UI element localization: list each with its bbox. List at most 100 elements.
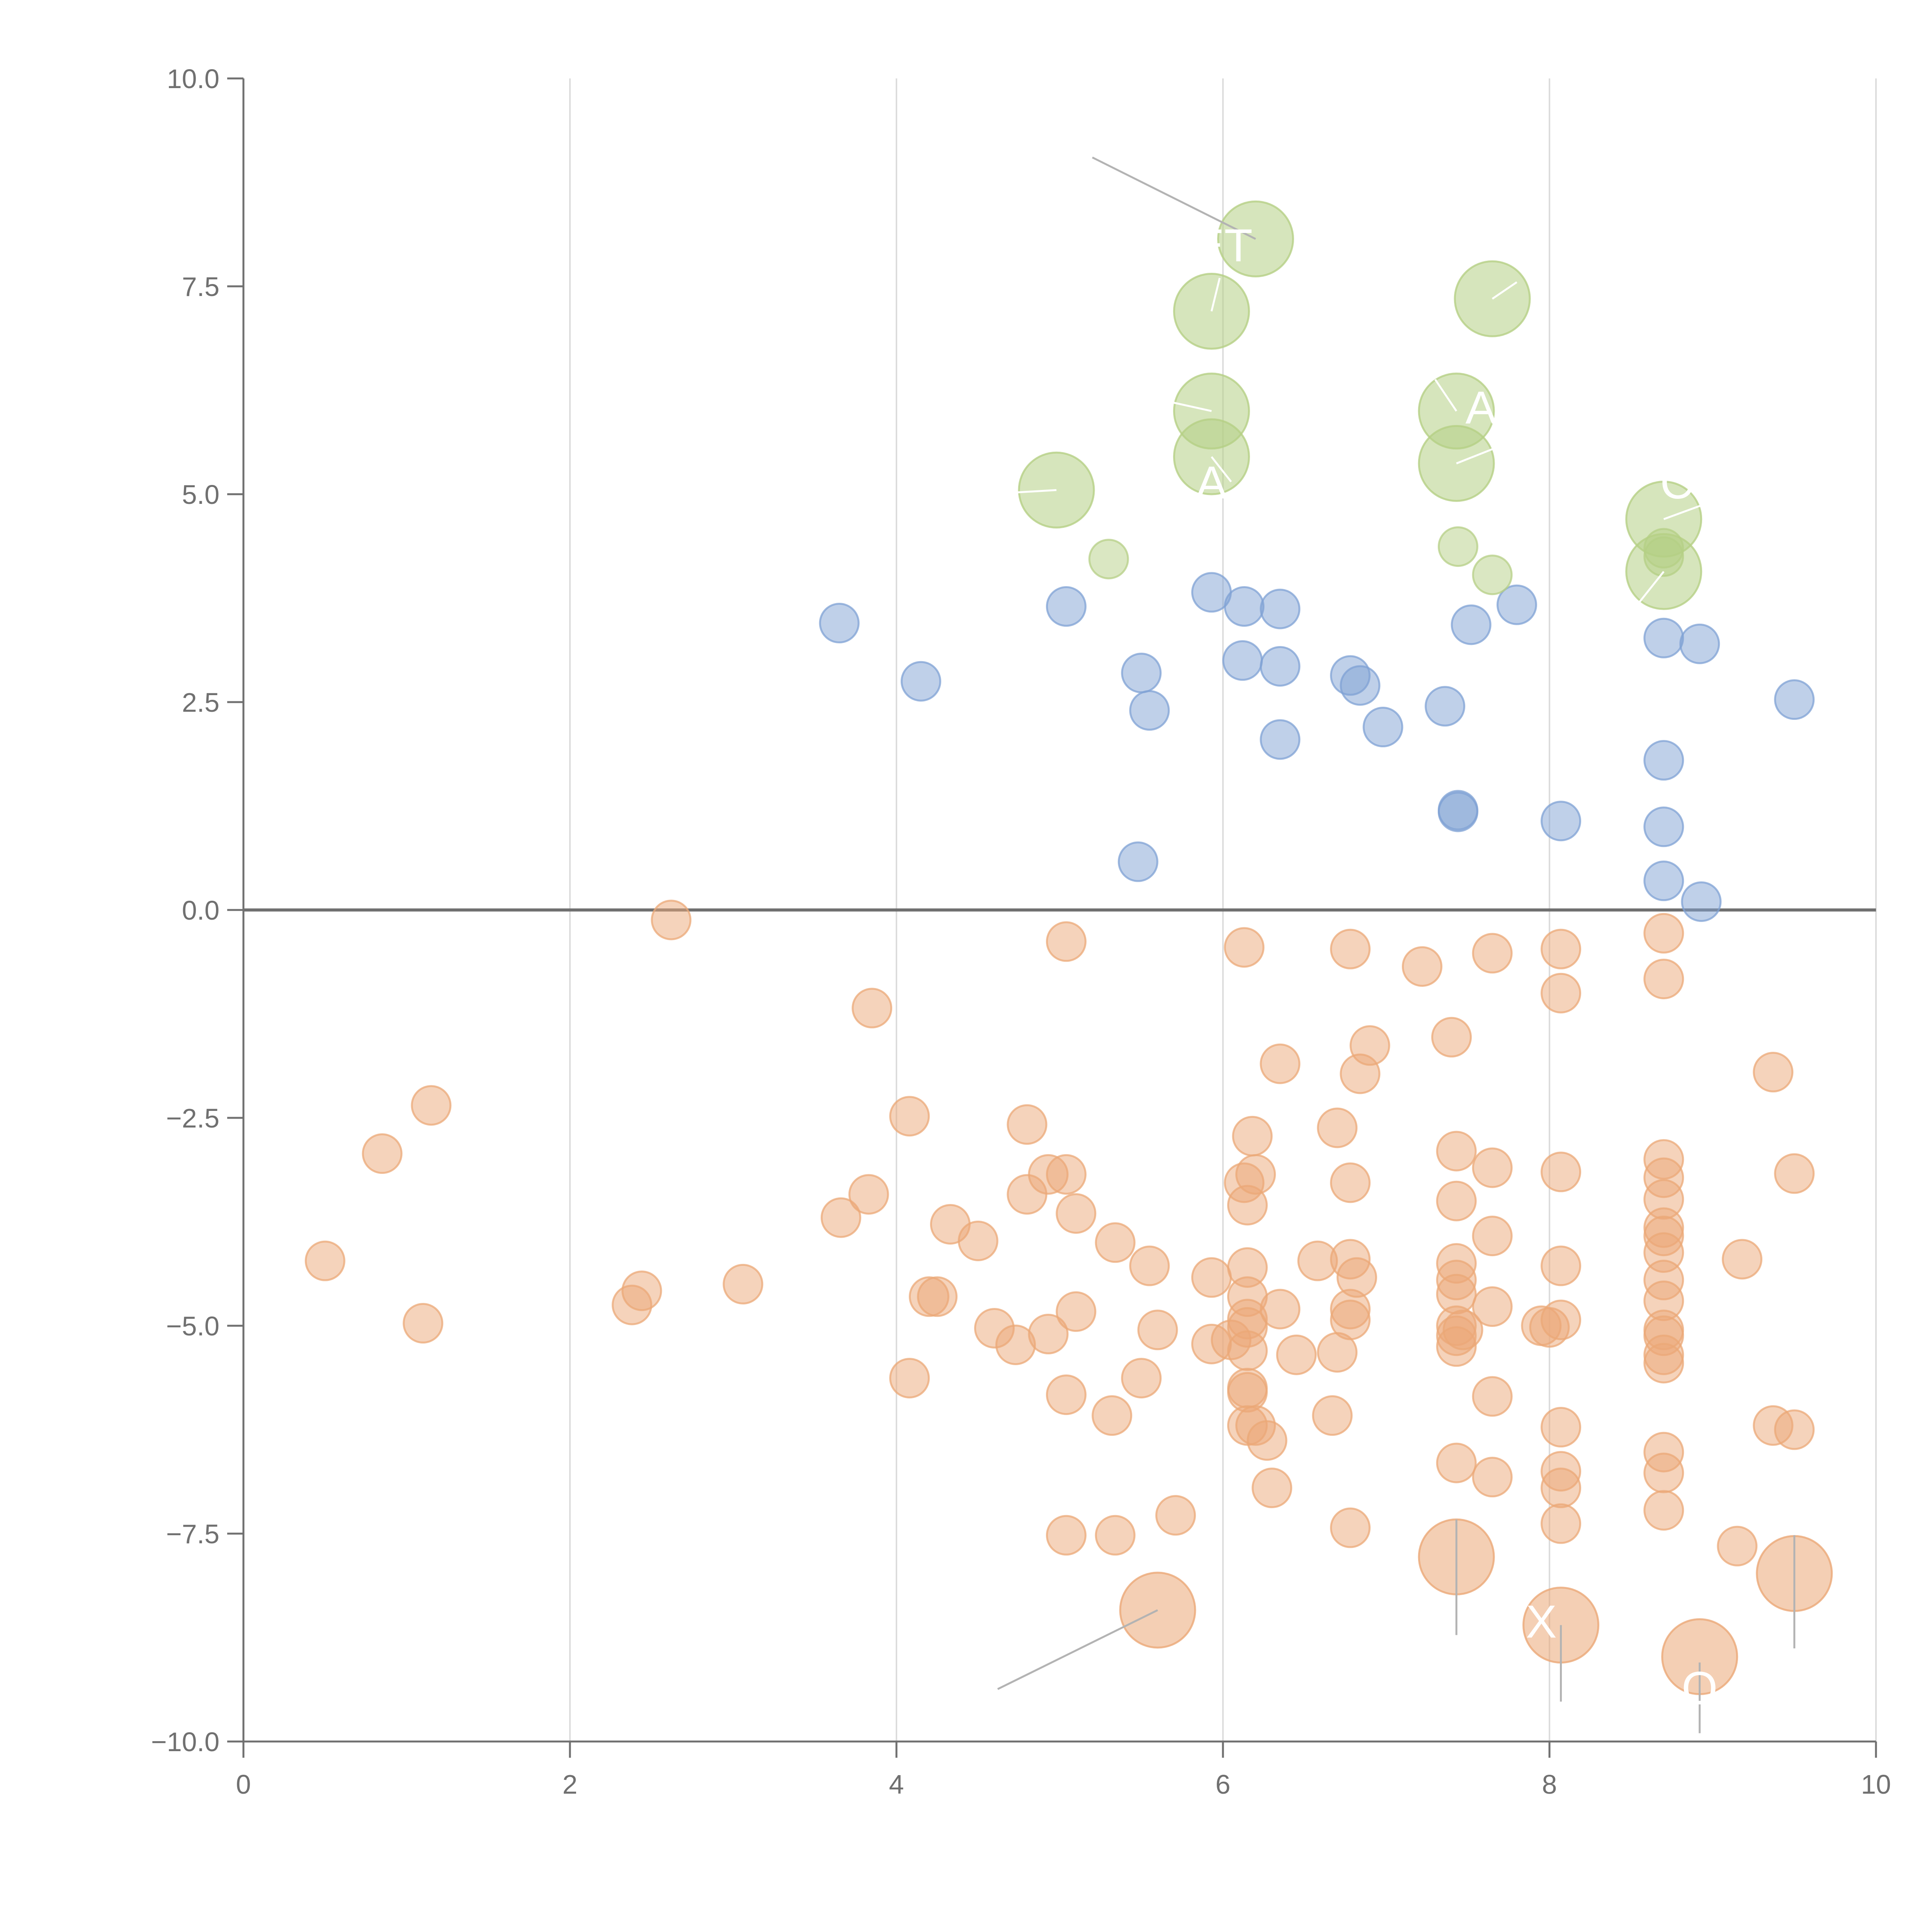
point-highlight-small bbox=[1088, 539, 1129, 580]
point-negative bbox=[1276, 1334, 1317, 1375]
y-tick-label: 0.0 bbox=[182, 895, 219, 925]
annotation-label: C bbox=[1660, 457, 1694, 509]
data-points bbox=[304, 200, 1833, 1695]
point-positive bbox=[1681, 881, 1722, 922]
point-positive bbox=[900, 661, 941, 702]
point-negative bbox=[403, 1303, 444, 1344]
point-negative bbox=[1774, 1153, 1815, 1194]
point-positive bbox=[1340, 665, 1381, 706]
point-negative bbox=[362, 1133, 403, 1174]
y-tick-label: −7.5 bbox=[166, 1519, 219, 1549]
point-negative bbox=[1235, 1154, 1276, 1195]
point-negative bbox=[1436, 1180, 1477, 1221]
y-tick-label: 7.5 bbox=[182, 272, 219, 302]
point-negative bbox=[1330, 1507, 1371, 1548]
point-negative bbox=[411, 1085, 452, 1126]
leader-line bbox=[986, 489, 1057, 495]
point-negative bbox=[1349, 1025, 1390, 1066]
point-negative bbox=[1129, 1245, 1170, 1286]
point-negative bbox=[1472, 1216, 1513, 1257]
y-tick-label: 10.0 bbox=[167, 64, 219, 94]
x-tick-label: 4 bbox=[889, 1769, 904, 1799]
point-negative bbox=[1260, 1289, 1301, 1330]
point-negative bbox=[1007, 1104, 1048, 1145]
point-negative bbox=[889, 1358, 930, 1399]
point-negative bbox=[1401, 946, 1442, 987]
point-positive bbox=[1679, 623, 1720, 664]
annotation-label: ET bbox=[1193, 219, 1252, 271]
point-negative bbox=[1643, 1452, 1684, 1493]
point-negative bbox=[1541, 1299, 1582, 1340]
leader-line bbox=[1211, 456, 1232, 483]
leader-lines bbox=[986, 156, 1796, 1733]
point-positive bbox=[1643, 861, 1684, 901]
point-positive bbox=[1121, 653, 1162, 694]
point-negative bbox=[1191, 1257, 1232, 1298]
leader-line bbox=[1092, 156, 1256, 240]
point-negative bbox=[1056, 1193, 1097, 1234]
point-negative bbox=[1330, 1162, 1371, 1203]
point-negative bbox=[304, 1240, 345, 1281]
annotation-label: X bbox=[1526, 1596, 1557, 1648]
annotation-label: A bbox=[1466, 382, 1497, 434]
point-highlight-small bbox=[1437, 526, 1478, 567]
point-positive bbox=[1260, 719, 1301, 760]
point-positive bbox=[1437, 791, 1478, 832]
point-negative bbox=[1643, 913, 1684, 954]
point-positive bbox=[1117, 841, 1158, 882]
y-tick-label: 2.5 bbox=[182, 687, 219, 718]
point-negative bbox=[723, 1264, 764, 1304]
point-highlight-small bbox=[1472, 554, 1513, 595]
point-negative bbox=[1541, 1151, 1582, 1192]
annotations: ET A A C X O bbox=[1193, 219, 1718, 1714]
point-negative bbox=[1472, 1286, 1513, 1327]
point-negative bbox=[1092, 1395, 1133, 1436]
point-negative bbox=[1046, 1154, 1087, 1195]
point-negative bbox=[1046, 1374, 1087, 1415]
point-negative bbox=[1121, 1358, 1162, 1399]
point-negative bbox=[1330, 929, 1371, 969]
point-positive bbox=[1129, 690, 1170, 731]
point-negative bbox=[1312, 1395, 1353, 1436]
leader-line bbox=[1173, 401, 1212, 412]
point-negative bbox=[1643, 959, 1684, 1000]
point-positive bbox=[1224, 586, 1265, 627]
point-positive bbox=[1260, 646, 1301, 687]
point-negative bbox=[1095, 1222, 1136, 1263]
point-positive bbox=[1362, 707, 1403, 748]
point-negative bbox=[852, 988, 893, 1029]
point-negative bbox=[1095, 1515, 1136, 1556]
leader-line bbox=[1492, 281, 1517, 300]
point-negative bbox=[1541, 1468, 1582, 1509]
point-negative bbox=[1643, 1343, 1684, 1384]
point-positive bbox=[1643, 617, 1684, 658]
point-negative bbox=[1541, 1407, 1582, 1448]
point-negative bbox=[820, 1197, 861, 1238]
point-negative bbox=[1753, 1052, 1794, 1093]
x-tick-label: 2 bbox=[563, 1769, 578, 1799]
point-negative bbox=[1224, 927, 1265, 968]
leader-line bbox=[1638, 571, 1665, 603]
x-tick-label: 10 bbox=[1861, 1769, 1891, 1799]
point-positive bbox=[1643, 806, 1684, 847]
point-positive bbox=[1222, 640, 1263, 681]
point-negative bbox=[848, 1174, 889, 1215]
point-positive bbox=[1046, 586, 1087, 627]
point-negative bbox=[1541, 1245, 1582, 1286]
point-negative bbox=[889, 1096, 930, 1137]
y-tick-label: −2.5 bbox=[166, 1103, 219, 1133]
point-negative bbox=[1336, 1257, 1377, 1298]
y-tick-label: −10.0 bbox=[151, 1727, 219, 1757]
point-negative bbox=[1442, 1310, 1483, 1350]
leader-line bbox=[1456, 442, 1509, 464]
point-positive bbox=[1260, 588, 1301, 629]
x-tick-label: 6 bbox=[1216, 1769, 1231, 1799]
x-tick-label: 8 bbox=[1542, 1769, 1557, 1799]
point-negative bbox=[1247, 1420, 1287, 1461]
point-negative bbox=[1046, 1515, 1087, 1556]
point-negative bbox=[1431, 1017, 1472, 1058]
point-negative bbox=[651, 900, 692, 940]
point-negative bbox=[1643, 1490, 1684, 1531]
point-negative bbox=[1056, 1291, 1097, 1332]
